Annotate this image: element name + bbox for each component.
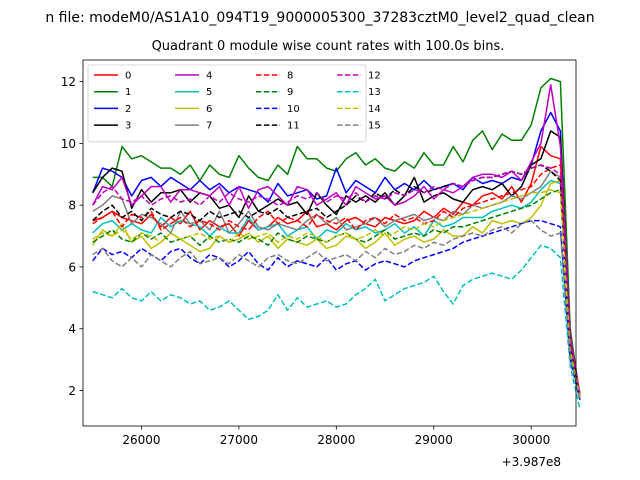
- legend-label-1: 1: [125, 87, 131, 98]
- y-tick-label: 8: [68, 199, 76, 213]
- legend-label-4: 4: [206, 71, 212, 82]
- y-tick-label: 10: [61, 137, 76, 151]
- legend-label-2: 2: [125, 104, 131, 115]
- legend-label-10: 10: [287, 104, 300, 115]
- legend-label-5: 5: [206, 87, 212, 98]
- legend-label-13: 13: [368, 87, 381, 98]
- y-tick-label: 4: [68, 322, 76, 336]
- legend-box: [87, 64, 367, 143]
- x-tick-label: 26000: [122, 433, 160, 447]
- chart-title: Quadrant 0 module wise count rates with …: [152, 39, 505, 54]
- legend-label-8: 8: [287, 71, 293, 82]
- x-tick-label: 29000: [415, 433, 453, 447]
- series-line-8: [92, 164, 581, 394]
- legend-label-6: 6: [206, 104, 212, 115]
- legend-label-7: 7: [206, 121, 212, 132]
- y-tick-label: 6: [68, 260, 76, 274]
- series-line-15: [92, 219, 581, 400]
- y-tick-label: 12: [61, 75, 76, 89]
- series-line-14: [92, 188, 581, 397]
- legend-label-0: 0: [125, 71, 131, 82]
- figure-suptitle: n file: modeM0/AS1A10_094T19_9000005300_…: [45, 10, 594, 26]
- legend-label-11: 11: [287, 121, 300, 132]
- axes-frame: [82, 59, 577, 427]
- plot-area: [92, 77, 581, 410]
- y-tick-label: 2: [68, 384, 76, 398]
- series-line-1: [92, 77, 581, 397]
- legend-label-9: 9: [287, 87, 293, 98]
- x-tick-label: 28000: [317, 433, 355, 447]
- legend-label-3: 3: [125, 121, 131, 132]
- series-line-12: [92, 164, 581, 394]
- series-line-2: [92, 111, 581, 397]
- legend-label-15: 15: [368, 121, 381, 132]
- series-line-3: [92, 130, 581, 397]
- legend-label-14: 14: [368, 104, 381, 115]
- x-offset-label: +3.987e8: [502, 455, 561, 469]
- series-line-10: [92, 219, 581, 400]
- legend-label-12: 12: [368, 71, 381, 82]
- series-line-13: [92, 244, 581, 410]
- x-tick-label: 27000: [220, 433, 258, 447]
- x-tick-label: 30000: [512, 433, 550, 447]
- series-line-9: [92, 188, 581, 400]
